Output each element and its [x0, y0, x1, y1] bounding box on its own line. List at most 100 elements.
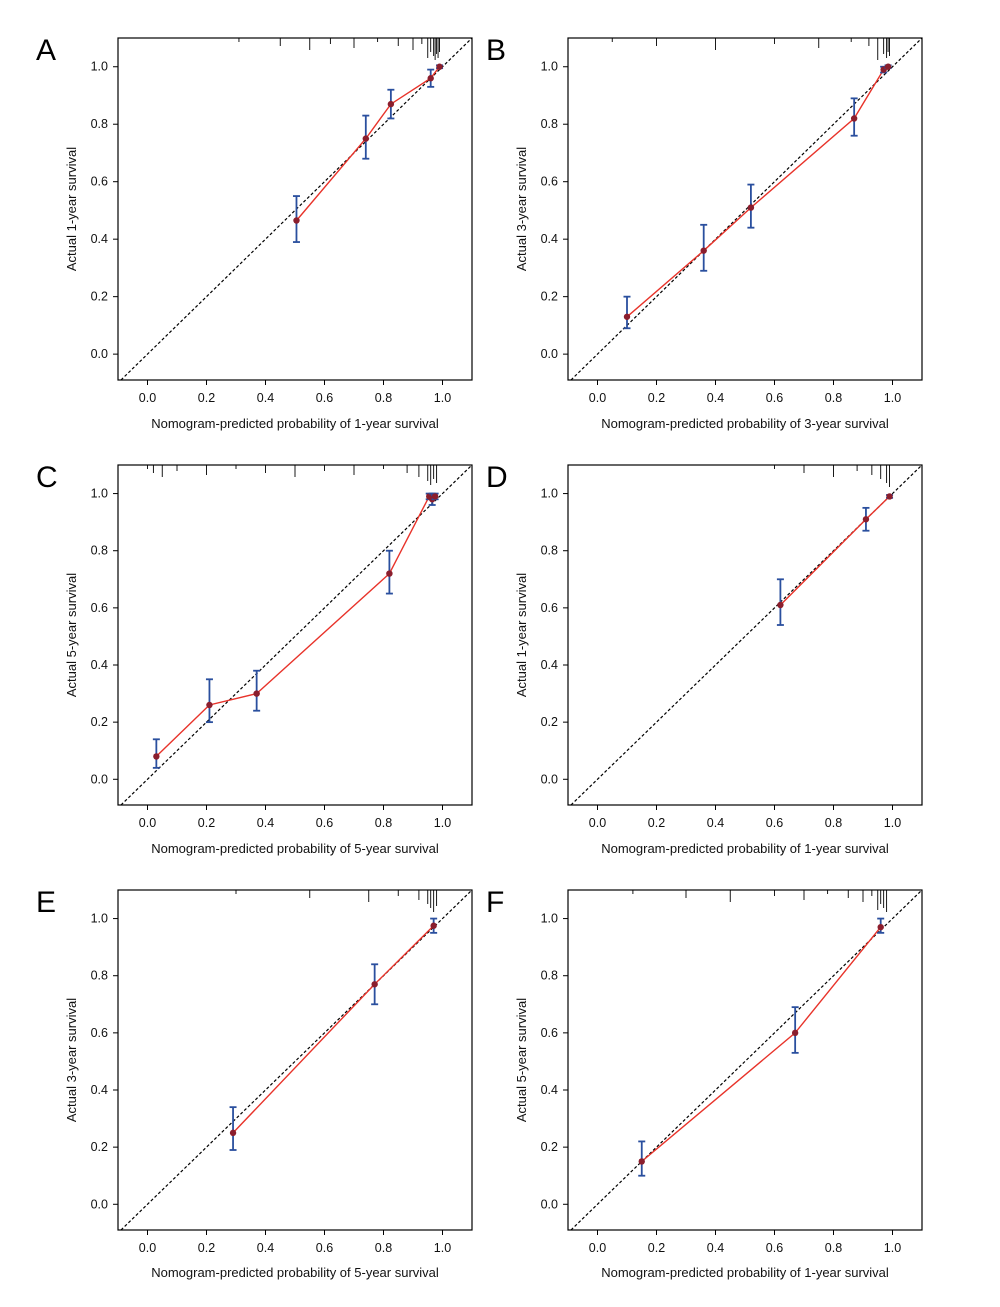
x-tick-label: 0.2 — [648, 391, 665, 405]
data-point — [436, 63, 443, 70]
x-tick-label: 0.2 — [648, 816, 665, 830]
calibration-line — [626, 66, 889, 318]
y-tick-label: 0.0 — [541, 772, 558, 786]
y-tick-label: 0.4 — [541, 658, 558, 672]
x-tick-label: 0.8 — [375, 391, 392, 405]
panel-letter: C — [36, 461, 58, 494]
panel-f: F 0.0 0.2 0.4 0.6 0.8 1.0 0.0 0.2 0.4 0.6 0.8 1.0 Nom… — [486, 886, 923, 1280]
x-tick-label: 0.6 — [766, 816, 783, 830]
calibration-line — [155, 495, 436, 757]
panel-e: E 0.0 0.2 0.4 0.6 0.8 1.0 0.0 0.2 0.4 0.6 0.8 1.0 Nom… — [36, 886, 473, 1280]
panel-letter: E — [36, 886, 56, 919]
x-tick-label: 0.0 — [589, 391, 606, 405]
y-tick-label: 0.8 — [91, 969, 108, 983]
plot-frame — [567, 37, 923, 381]
panel-a: A 0.0 0.2 0.4 0.6 0.8 1.0 0.0 0.2 0.4 0.6 0.8 1.0 Nom… — [36, 34, 473, 431]
panel-letter: F — [486, 886, 504, 919]
calibration-line — [779, 495, 890, 606]
x-tick-label: 0.4 — [707, 1241, 724, 1255]
y-tick-label: 0.6 — [541, 175, 558, 189]
x-tick-label: 0.0 — [139, 816, 156, 830]
x-tick-label: 1.0 — [884, 816, 901, 830]
y-tick-label: 0.6 — [541, 601, 558, 615]
x-tick-label: 0.0 — [139, 391, 156, 405]
y-tick-label: 0.2 — [541, 715, 558, 729]
x-tick-label: 0.0 — [589, 1241, 606, 1255]
calibration-line — [232, 925, 435, 1134]
y-axis-label: Actual 5-year survival — [64, 573, 79, 697]
y-tick-label: 0.8 — [541, 544, 558, 558]
x-tick-label: 0.2 — [198, 1241, 215, 1255]
y-axis-label: Actual 3-year survival — [514, 147, 529, 271]
y-tick-label: 1.0 — [91, 60, 108, 74]
x-tick-label: 0.0 — [589, 816, 606, 830]
y-tick-label: 0.6 — [91, 175, 108, 189]
ideal-line — [120, 465, 472, 805]
x-tick-label: 0.4 — [707, 816, 724, 830]
ideal-line — [570, 38, 922, 380]
data-point — [747, 204, 755, 211]
y-tick-label: 0.8 — [541, 969, 558, 983]
data-point — [886, 493, 893, 500]
x-tick-label: 0.2 — [198, 391, 215, 405]
y-tick-label: 1.0 — [541, 60, 558, 74]
x-tick-label: 1.0 — [434, 1241, 451, 1255]
y-tick-label: 0.6 — [91, 601, 108, 615]
y-tick-label: 0.0 — [541, 347, 558, 361]
plot-frame — [567, 889, 923, 1231]
y-tick-label: 0.0 — [91, 772, 108, 786]
x-axis-label: Nomogram-predicted probability of 5-year… — [151, 841, 439, 856]
x-tick-label: 1.0 — [884, 391, 901, 405]
y-tick-label: 0.0 — [541, 1197, 558, 1211]
data-point — [623, 313, 631, 320]
y-tick-label: 0.4 — [91, 1083, 108, 1097]
x-tick-label: 0.8 — [375, 816, 392, 830]
y-tick-label: 0.8 — [91, 544, 108, 558]
y-tick-label: 0.4 — [91, 658, 108, 672]
data-point — [850, 115, 858, 122]
y-tick-label: 0.6 — [541, 1026, 558, 1040]
y-tick-label: 0.2 — [91, 1140, 108, 1154]
y-tick-label: 0.2 — [541, 290, 558, 304]
data-point — [153, 753, 160, 760]
y-tick-label: 0.4 — [541, 232, 558, 246]
y-tick-label: 0.2 — [91, 290, 108, 304]
x-tick-label: 0.8 — [825, 816, 842, 830]
calibration-line — [295, 66, 441, 221]
plot-frame — [567, 464, 923, 806]
data-point — [371, 981, 378, 988]
x-tick-label: 0.0 — [139, 1241, 156, 1255]
y-axis-label: Actual 1-year survival — [64, 147, 79, 271]
x-tick-label: 0.4 — [257, 816, 274, 830]
data-point — [206, 701, 213, 709]
x-axis-label: Nomogram-predicted probability of 1-year… — [151, 416, 439, 431]
y-axis-label: Actual 3-year survival — [64, 998, 79, 1122]
panel-d: D 0.0 0.2 0.4 0.6 0.8 1.0 0.0 0.2 0.4 0.6 0.8 1.0 Nom… — [486, 461, 923, 856]
data-point — [862, 516, 870, 523]
panel-letter: D — [486, 461, 508, 494]
x-tick-label: 0.6 — [766, 391, 783, 405]
x-tick-label: 0.2 — [648, 1241, 665, 1255]
y-tick-label: 0.0 — [91, 1197, 108, 1211]
plot-frame — [117, 37, 473, 381]
y-tick-label: 1.0 — [91, 487, 108, 501]
y-tick-label: 0.0 — [91, 347, 108, 361]
data-point — [700, 247, 707, 254]
x-tick-label: 0.6 — [316, 816, 333, 830]
data-point — [430, 922, 437, 929]
y-tick-label: 0.4 — [541, 1083, 558, 1097]
x-tick-label: 1.0 — [434, 391, 451, 405]
y-tick-label: 0.2 — [541, 1140, 558, 1154]
x-axis-label: Nomogram-predicted probability of 3-year… — [601, 416, 889, 431]
y-tick-label: 1.0 — [541, 487, 558, 501]
panel-b: B 0.0 0.2 0.4 0.6 0.8 1.0 0.0 0.2 0.4 0.6 0.8 1.0 Nom… — [486, 34, 923, 431]
y-axis-label: Actual 1-year survival — [514, 573, 529, 697]
x-tick-label: 0.6 — [316, 391, 333, 405]
x-tick-label: 0.8 — [825, 391, 842, 405]
x-tick-label: 1.0 — [434, 816, 451, 830]
y-axis-label: Actual 5-year survival — [514, 998, 529, 1122]
data-point — [293, 217, 300, 224]
y-tick-label: 0.8 — [541, 117, 558, 131]
y-tick-label: 0.8 — [91, 117, 108, 131]
